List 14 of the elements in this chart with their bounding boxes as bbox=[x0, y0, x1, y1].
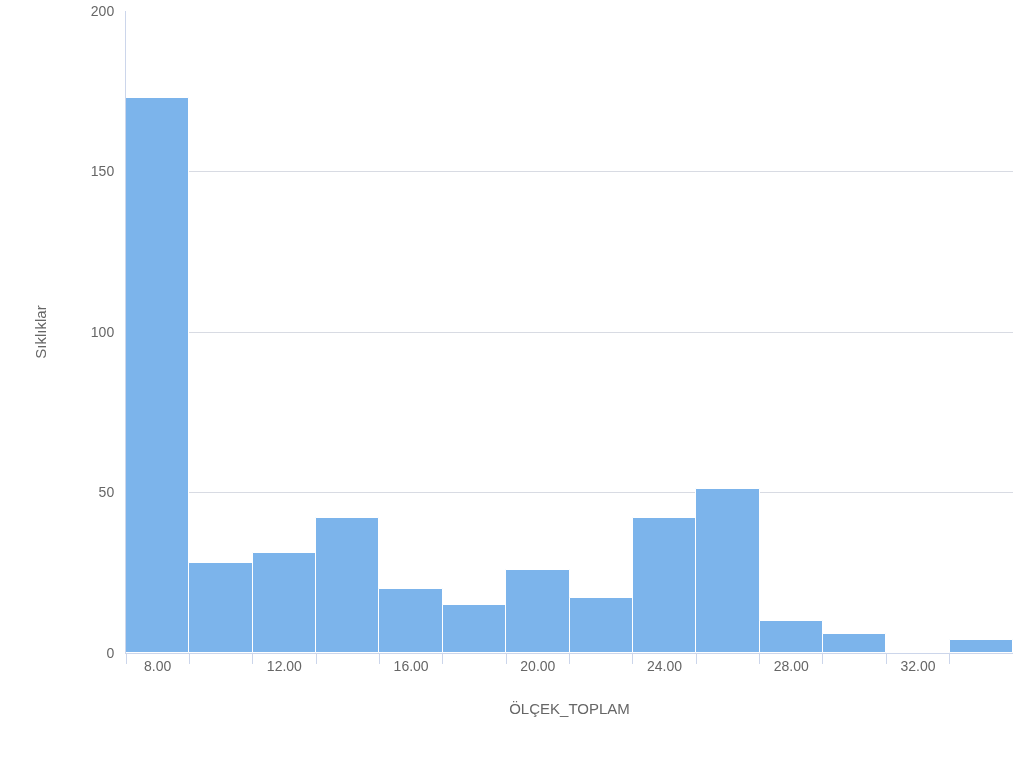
y-tick-label: 200 bbox=[90, 2, 115, 19]
y-tick-label: 0 bbox=[106, 644, 115, 661]
x-axis-title: ÖLÇEK_TOPLAM bbox=[509, 699, 630, 717]
y-tick-label: 150 bbox=[90, 163, 115, 180]
x-tick-label: 32.00 bbox=[900, 657, 936, 674]
x-tick-label: 12.00 bbox=[266, 657, 303, 674]
x-tick-label: 28.00 bbox=[773, 657, 809, 674]
x-tick-label: 24.00 bbox=[647, 657, 683, 674]
y-axis-title: Sıklıklar bbox=[32, 305, 50, 359]
x-tick-label: 16.00 bbox=[393, 657, 429, 674]
y-tick-label: 100 bbox=[90, 323, 115, 340]
y-tick-label: 50 bbox=[98, 484, 115, 501]
x-tick-label: 8.00 bbox=[144, 657, 172, 674]
x-tick-label: 20.00 bbox=[520, 657, 556, 674]
